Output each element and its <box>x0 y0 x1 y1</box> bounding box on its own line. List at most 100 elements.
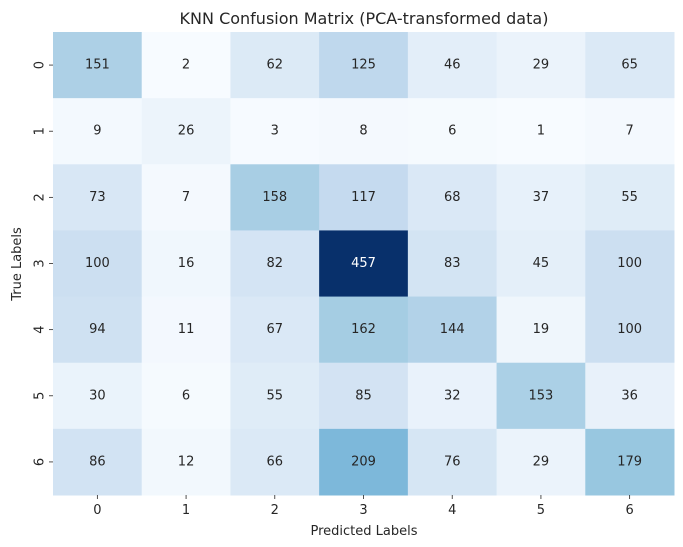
heatmap-cell <box>319 428 409 496</box>
heatmap-cell <box>407 230 498 298</box>
heatmap-cell <box>407 362 498 430</box>
heatmap-cell-value: 37 <box>533 190 550 205</box>
heatmap-cell <box>230 428 320 496</box>
heatmap-cell-value: 85 <box>355 388 372 403</box>
heatmap-cell <box>496 164 586 231</box>
heatmap-cell <box>319 362 409 430</box>
heatmap-cell-value: 11 <box>178 322 195 337</box>
y-axis-ticks: 0 1 2 3 4 5 6 <box>33 61 53 466</box>
heatmap-cell-value: 6 <box>448 124 456 139</box>
heatmap-cell <box>319 98 409 165</box>
x-tick-label: 6 <box>626 503 634 518</box>
heatmap-cell-value: 83 <box>444 256 461 271</box>
heatmap-cell-value: 36 <box>621 388 638 403</box>
heatmap-cell-value: 100 <box>617 256 642 271</box>
x-tick-label: 0 <box>93 503 101 518</box>
heatmap-cell <box>53 296 143 364</box>
heatmap-cell <box>496 296 586 364</box>
heatmap-cell-value: 67 <box>267 322 284 337</box>
heatmap-cell-value: 162 <box>351 322 376 337</box>
heatmap-cell <box>141 362 231 430</box>
heatmap-cell-value: 153 <box>529 388 554 403</box>
heatmap-cell <box>53 32 143 99</box>
heatmap-cell <box>496 362 586 430</box>
heatmap-cell <box>53 98 143 165</box>
heatmap-cell-value: 46 <box>444 58 461 73</box>
heatmap-cell <box>319 164 409 231</box>
heatmap-cell-value: 45 <box>533 256 550 271</box>
y-tick-label: 6 <box>33 458 48 466</box>
heatmap-cell-value: 9 <box>93 124 101 139</box>
heatmap-cell-value: 82 <box>267 256 284 271</box>
heatmap-cell-value: 19 <box>533 322 550 337</box>
heatmap-cell <box>141 230 231 298</box>
y-tick-label: 3 <box>33 259 48 267</box>
heatmap-cell-value: 7 <box>182 190 190 205</box>
heatmap-cell-value: 457 <box>351 256 376 271</box>
heatmap-cell <box>407 32 498 99</box>
heatmap-cell-value: 16 <box>178 256 195 271</box>
heatmap-cell <box>141 428 231 496</box>
heatmap-cell-value: 30 <box>89 388 106 403</box>
y-tick-label: 4 <box>33 326 48 334</box>
heatmap-cell-value: 55 <box>267 388 284 403</box>
heatmap-cell <box>407 296 498 364</box>
y-axis-label: True Labels <box>10 227 25 302</box>
heatmap-cell-value: 158 <box>262 190 287 205</box>
x-axis-ticks: 0 1 2 3 4 5 6 <box>93 495 634 518</box>
chart-title: KNN Confusion Matrix (PCA-transformed da… <box>180 9 549 28</box>
heatmap-cell <box>496 98 586 165</box>
heatmap-cell-value: 29 <box>533 454 550 469</box>
heatmap-cell-value: 7 <box>626 124 634 139</box>
heatmap-cell <box>230 296 320 364</box>
heatmap-cell-value: 125 <box>351 58 376 73</box>
heatmap-cell <box>53 164 143 231</box>
heatmap-cell <box>141 164 231 231</box>
heatmap-cell <box>585 32 675 99</box>
heatmap-cell <box>230 230 320 298</box>
heatmap-cell <box>585 362 675 430</box>
heatmap-cell-value: 151 <box>85 58 110 73</box>
heatmap-cell-value: 3 <box>271 124 279 139</box>
heatmap-cell <box>53 428 143 496</box>
y-tick-label: 2 <box>33 193 48 201</box>
heatmap-cell <box>319 296 409 364</box>
heatmap-cell-value: 100 <box>85 256 110 271</box>
heatmap-cell-value: 8 <box>359 124 367 139</box>
heatmap-cell <box>407 164 498 231</box>
heatmap-cell-value: 32 <box>444 388 461 403</box>
heatmap-cell-value: 68 <box>444 190 461 205</box>
heatmap-cell <box>585 428 675 496</box>
heatmap-cell <box>53 230 143 298</box>
y-tick-label: 0 <box>33 61 48 69</box>
heatmap-cell-value: 209 <box>351 454 376 469</box>
heatmap-cell-value: 29 <box>533 58 550 73</box>
heatmap-cell <box>407 428 498 496</box>
heatmap-cell <box>585 296 675 364</box>
heatmap-cell-value: 1 <box>537 124 545 139</box>
heatmap-cell <box>407 98 498 165</box>
heatmap-cell <box>585 98 675 165</box>
heatmap-cell <box>230 32 320 99</box>
heatmap-cell-value: 144 <box>440 322 465 337</box>
heatmap-cell <box>319 32 409 99</box>
heatmap-cell <box>53 362 143 430</box>
heatmap-cell <box>230 98 320 165</box>
heatmap-cell <box>496 32 586 99</box>
y-tick-label: 1 <box>33 127 48 135</box>
heatmap-cell-value: 65 <box>621 58 638 73</box>
heatmap-cell <box>496 230 586 298</box>
y-tick-label: 5 <box>33 392 48 400</box>
heatmap-cells <box>53 32 675 496</box>
heatmap-cell-labels: 151 2 62 125 46 29 659 26 3 8 6 1 773 7 158 117 68 37 5510… <box>85 58 642 470</box>
x-tick-label: 5 <box>537 503 545 518</box>
heatmap-cell <box>585 230 675 298</box>
heatmap-cell-value: 66 <box>267 454 284 469</box>
heatmap-cell-value: 76 <box>444 454 461 469</box>
heatmap-cell-value: 179 <box>617 454 642 469</box>
heatmap-cell <box>230 362 320 430</box>
heatmap-cell <box>141 98 231 165</box>
heatmap-cell-value: 73 <box>89 190 106 205</box>
heatmap-cell <box>230 164 320 231</box>
